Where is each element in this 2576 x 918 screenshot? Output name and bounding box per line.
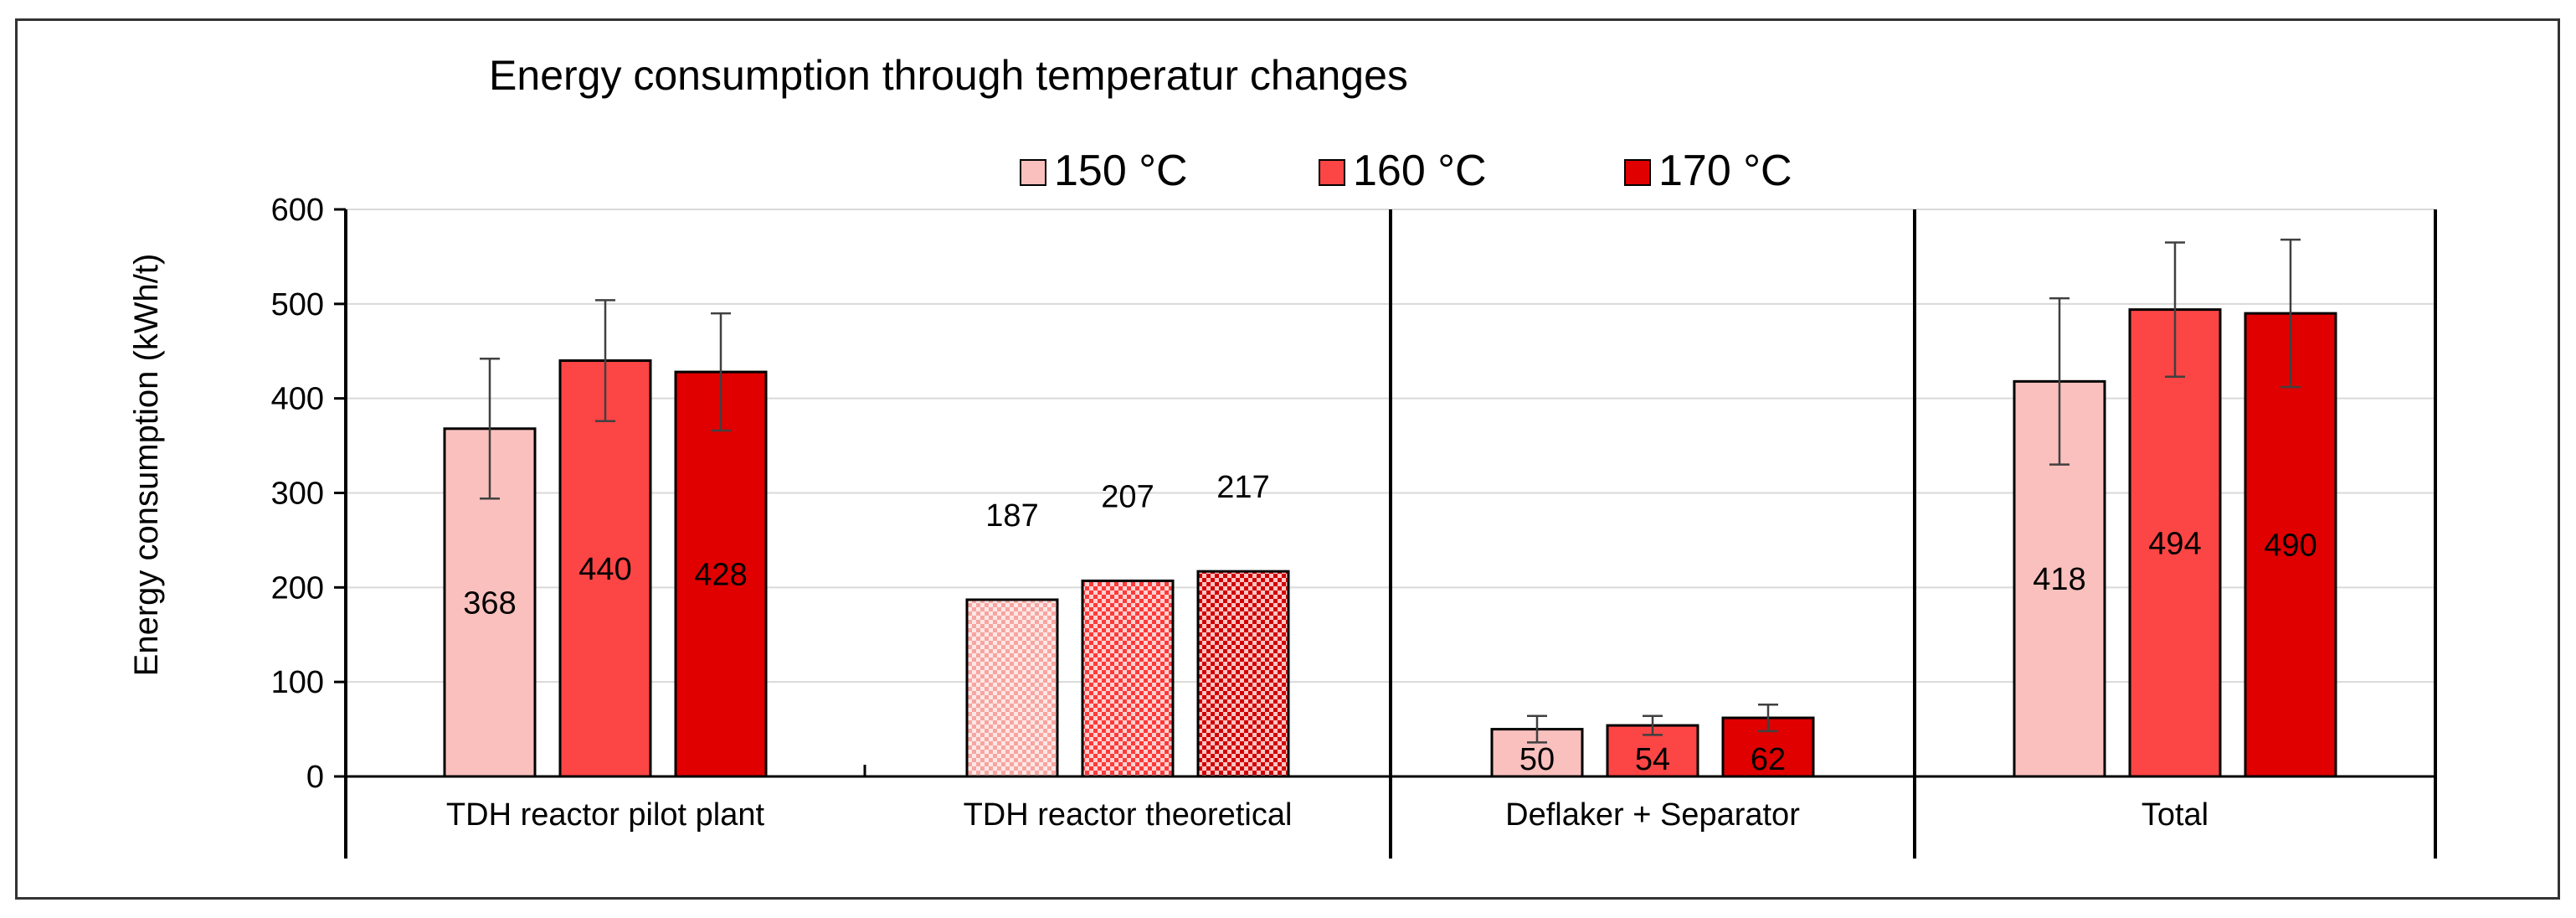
bar-1-1	[1081, 579, 1175, 778]
y-tick-label-0: 0	[306, 760, 324, 795]
data-label-2-0: 50	[1519, 742, 1555, 777]
error-bars	[480, 238, 2301, 744]
data-label-0-1: 440	[578, 552, 631, 587]
y-tick-label-4: 400	[271, 382, 324, 417]
bar-1-0	[965, 598, 1059, 778]
bar-0-1	[558, 359, 652, 778]
data-label-1-2: 217	[1216, 470, 1269, 505]
legend: 150 °C 160 °C 170 °C	[1020, 147, 1792, 195]
chart-svg: Energy consumption through temperatur ch…	[128, 52, 2437, 859]
category-label-0: TDH reactor pilot plant	[446, 797, 765, 833]
legend-label-2: 170 °C	[1658, 147, 1792, 195]
bar-3-1	[2128, 308, 2222, 778]
category-label-2: Deflaker + Separator	[1505, 797, 1800, 833]
chart-frame: Energy consumption through temperatur ch…	[15, 18, 2560, 900]
data-label-0-2: 428	[694, 558, 747, 593]
data-label-2-1: 54	[1635, 742, 1670, 777]
data-label-3-1: 494	[2148, 526, 2201, 561]
bar-3-2	[2244, 312, 2337, 778]
legend-label-0: 150 °C	[1054, 147, 1188, 195]
legend-swatch-2	[1624, 159, 1651, 186]
data-label-1-1: 207	[1101, 479, 1154, 514]
y-axis: 0 100 200 300 400 500 600	[271, 193, 347, 859]
data-label-1-0: 187	[985, 498, 1038, 534]
data-label-3-2: 490	[2264, 529, 2316, 564]
legend-swatch-0	[1020, 159, 1046, 186]
data-label-2-2: 62	[1751, 742, 1786, 777]
y-tick-label-6: 600	[271, 193, 324, 228]
y-tick-label-2: 200	[271, 570, 324, 606]
data-label-0-0: 368	[463, 585, 516, 621]
y-axis-label: Energy consumption (kWh/t)	[128, 254, 165, 677]
bar-1-2	[1196, 570, 1290, 778]
category-label-1: TDH reactor theoretical	[964, 797, 1293, 833]
data-labels: 368 440 428 187 207 217 50 54 62 418 494 490	[463, 470, 2316, 777]
y-tick-label-3: 300	[271, 477, 324, 512]
x-axis: TDH reactor pilot plant TDH reactor theor…	[346, 209, 2437, 859]
bar-0-2	[674, 370, 768, 778]
y-tick-label-1: 100	[271, 665, 324, 700]
legend-label-1: 160 °C	[1353, 147, 1487, 195]
chart-title: Energy consumption through temperatur ch…	[489, 52, 1408, 99]
legend-swatch-1	[1319, 159, 1345, 186]
category-label-3: Total	[2142, 797, 2208, 833]
data-label-3-0: 418	[2033, 562, 2085, 597]
y-tick-label-5: 500	[271, 287, 324, 322]
